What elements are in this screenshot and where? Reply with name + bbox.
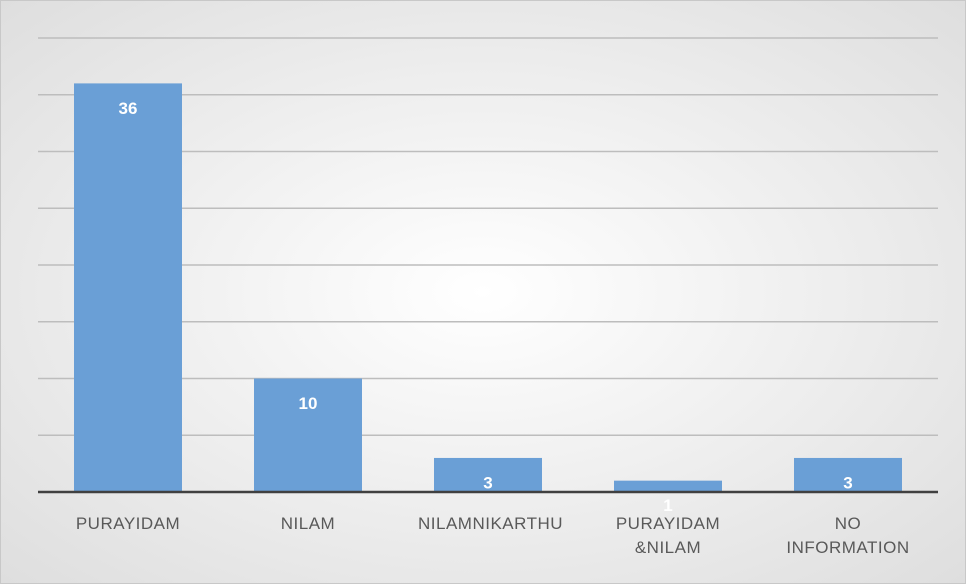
data-label: 1 <box>663 496 672 515</box>
bar <box>254 378 362 492</box>
bar <box>794 457 902 492</box>
x-tick-label: PURAYIDAM <box>75 514 181 533</box>
bar <box>614 480 722 492</box>
bar <box>434 457 542 492</box>
data-label: 3 <box>483 473 492 492</box>
data-label: 3 <box>843 473 852 492</box>
data-label: 10 <box>299 394 318 413</box>
x-tick-label: PURAYIDAM &NILAM <box>615 514 721 557</box>
x-tick-label: NILAM <box>280 514 336 533</box>
data-label: 36 <box>119 99 138 118</box>
bar <box>74 83 182 493</box>
x-tick-label: NILAMNIKARTHU <box>418 514 564 533</box>
x-tick-label: NO INFORMATION <box>786 514 910 557</box>
